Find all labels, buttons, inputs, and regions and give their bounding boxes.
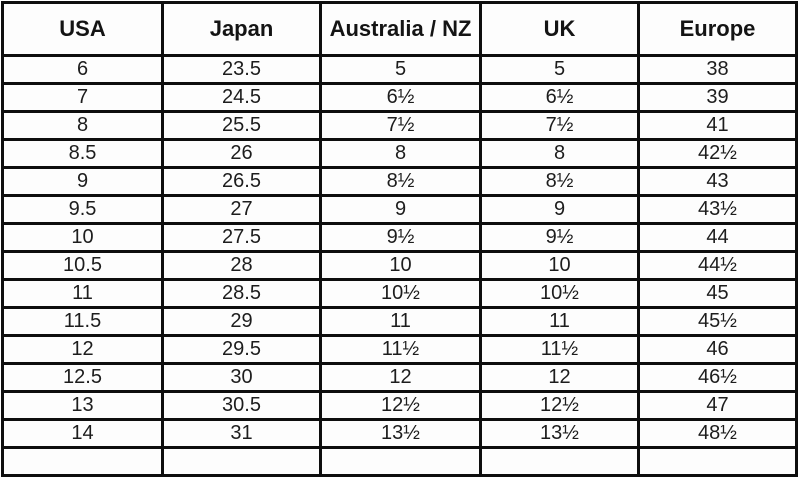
table-cell: 14	[1, 418, 164, 449]
table-cell: 8	[479, 138, 640, 169]
table-cell: 6½	[319, 82, 482, 113]
table-cell: 13	[1, 390, 164, 421]
table-cell: 45½	[637, 306, 798, 337]
table-cell: 10½	[319, 278, 482, 309]
table-cell: 43½	[637, 194, 798, 225]
table-cell	[479, 446, 640, 477]
table-cell: 29.5	[161, 334, 322, 365]
table-cell: 38	[637, 54, 798, 85]
table-cell: 9	[1, 166, 164, 197]
table-cell: 27.5	[161, 222, 322, 253]
table-cell: 13½	[479, 418, 640, 449]
table-cell: 7½	[319, 110, 482, 141]
table-cell: 10	[479, 250, 640, 281]
table-cell: 23.5	[161, 54, 322, 85]
table-row-partial-clipped	[1, 446, 798, 477]
table-cell: 7	[1, 82, 164, 113]
table-cell: 10.5	[1, 250, 164, 281]
table-row: 10.5 28 10 10 44½	[1, 250, 798, 281]
table-row: 8.5 26 8 8 42½	[1, 138, 798, 169]
table-cell: 10½	[479, 278, 640, 309]
table-cell: 46	[637, 334, 798, 365]
table-cell: 6	[1, 54, 164, 85]
column-header-europe: Europe	[637, 1, 798, 57]
table-cell: 30	[161, 362, 322, 393]
table-row: 6 23.5 5 5 38	[1, 54, 798, 85]
table-cell: 27	[161, 194, 322, 225]
table-cell: 48½	[637, 418, 798, 449]
table-cell: 29	[161, 306, 322, 337]
header-row: USA Japan Australia / NZ UK Europe	[1, 1, 798, 57]
table-cell: 8	[319, 138, 482, 169]
table-cell: 43	[637, 166, 798, 197]
table-row: 12 29.5 11½ 11½ 46	[1, 334, 798, 365]
table-cell: 26	[161, 138, 322, 169]
table-cell: 46½	[637, 362, 798, 393]
table-cell: 24.5	[161, 82, 322, 113]
table-cell: 9	[319, 194, 482, 225]
table-cell: 12.5	[1, 362, 164, 393]
table-cell: 39	[637, 82, 798, 113]
table-row: 10 27.5 9½ 9½ 44	[1, 222, 798, 253]
table-cell: 9.5	[1, 194, 164, 225]
table-cell: 9½	[479, 222, 640, 253]
table-cell: 13½	[319, 418, 482, 449]
table-row: 11 28.5 10½ 10½ 45	[1, 278, 798, 309]
table-cell: 41	[637, 110, 798, 141]
table-cell: 8.5	[1, 138, 164, 169]
table-row: 9.5 27 9 9 43½	[1, 194, 798, 225]
table-cell: 44½	[637, 250, 798, 281]
table-cell: 8½	[479, 166, 640, 197]
table-cell	[637, 446, 798, 477]
table-cell	[161, 446, 322, 477]
column-header-uk: UK	[479, 1, 640, 57]
table-row: 9 26.5 8½ 8½ 43	[1, 166, 798, 197]
table-cell: 26.5	[161, 166, 322, 197]
table-row: 13 30.5 12½ 12½ 47	[1, 390, 798, 421]
table-cell: 31	[161, 418, 322, 449]
table-cell: 28.5	[161, 278, 322, 309]
table-cell: 42½	[637, 138, 798, 169]
table-cell: 11	[479, 306, 640, 337]
table-cell: 30.5	[161, 390, 322, 421]
table-cell: 11½	[479, 334, 640, 365]
table-cell: 12	[319, 362, 482, 393]
table-row: 7 24.5 6½ 6½ 39	[1, 82, 798, 113]
table-row: 8 25.5 7½ 7½ 41	[1, 110, 798, 141]
table-cell: 10	[319, 250, 482, 281]
table-cell: 8	[1, 110, 164, 141]
table-row: 12.5 30 12 12 46½	[1, 362, 798, 393]
table-cell: 7½	[479, 110, 640, 141]
column-header-usa: USA	[1, 1, 164, 57]
table-cell: 5	[479, 54, 640, 85]
table-cell: 8½	[319, 166, 482, 197]
table-cell: 25.5	[161, 110, 322, 141]
table-cell: 12	[479, 362, 640, 393]
table-cell: 6½	[479, 82, 640, 113]
table-row: 14 31 13½ 13½ 48½	[1, 418, 798, 449]
table-cell: 10	[1, 222, 164, 253]
table-cell: 44	[637, 222, 798, 253]
table-cell	[319, 446, 482, 477]
table-cell: 47	[637, 390, 798, 421]
column-header-japan: Japan	[161, 1, 322, 57]
table-cell: 12½	[479, 390, 640, 421]
table-cell	[1, 446, 164, 477]
table-cell: 11	[319, 306, 482, 337]
table-cell: 9½	[319, 222, 482, 253]
column-header-australia-nz: Australia / NZ	[319, 1, 482, 57]
table-cell: 28	[161, 250, 322, 281]
table-cell: 5	[319, 54, 482, 85]
table-cell: 45	[637, 278, 798, 309]
table-cell: 11.5	[1, 306, 164, 337]
table-cell: 9	[479, 194, 640, 225]
table-cell: 12	[1, 334, 164, 365]
table-cell: 12½	[319, 390, 482, 421]
table-row: 11.5 29 11 11 45½	[1, 306, 798, 337]
table-cell: 11	[1, 278, 164, 309]
table-cell: 11½	[319, 334, 482, 365]
